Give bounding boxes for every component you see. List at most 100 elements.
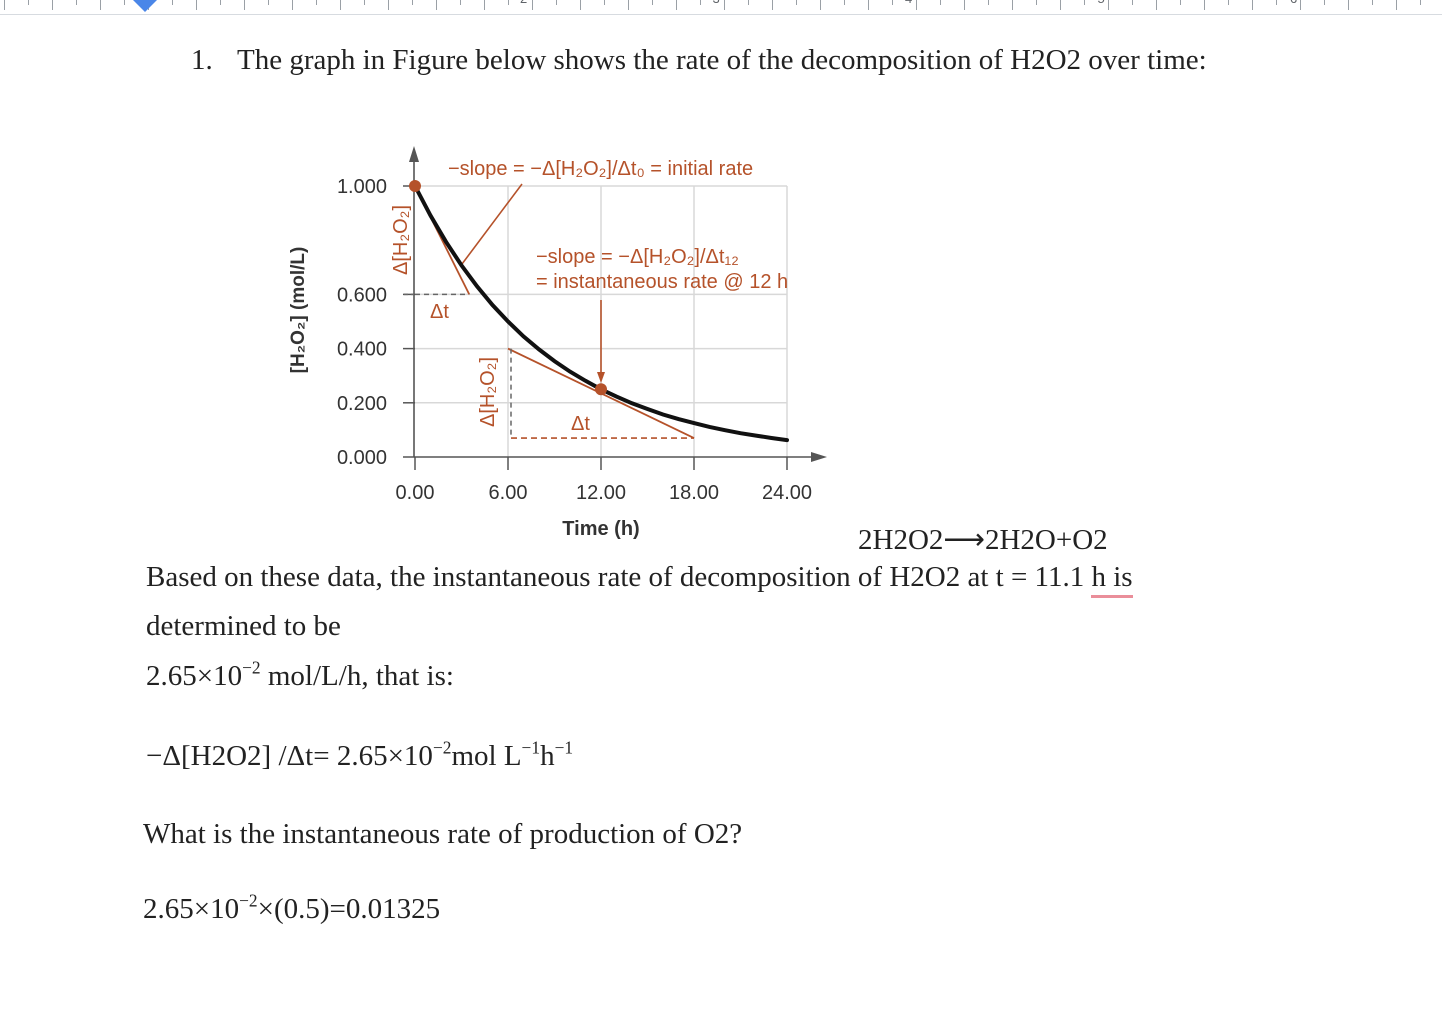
- indent-marker-icon[interactable]: [133, 0, 157, 12]
- ruler-tick: [532, 0, 533, 10]
- answer-base: 2.65×10: [143, 893, 240, 925]
- ruler-tick: [700, 0, 701, 5]
- ruler-tick: [604, 0, 605, 5]
- delta-t0-label: Δt: [430, 301, 449, 323]
- rate-unit: mol/L/h, that is:: [260, 660, 454, 692]
- rate-expr-h: h: [540, 740, 555, 772]
- answer-exponent: −2: [239, 890, 258, 911]
- spellcheck-flagged-text[interactable]: h is: [1091, 561, 1133, 598]
- ruler-tick: [1420, 0, 1421, 5]
- ruler-tick: [820, 0, 821, 10]
- rate-expr-mid: mol L: [451, 740, 522, 772]
- ruler-tick: [628, 0, 629, 10]
- question-text: The graph in Figure below shows the rate…: [237, 44, 1207, 76]
- ruler-tick: [412, 0, 413, 5]
- ruler-tick: [1156, 0, 1157, 10]
- ruler-tick: [1060, 0, 1061, 10]
- ruler-tick: [1204, 0, 1205, 10]
- ruler-tick: [172, 0, 173, 5]
- question-number: 1.: [191, 44, 213, 76]
- ruler-tick: [964, 0, 965, 10]
- question-heading: 1. The graph in Figure below shows the ra…: [191, 44, 1207, 77]
- ruler-tick: [1036, 0, 1037, 5]
- ruler-tick: [196, 0, 197, 10]
- y-tick-label: 0.600: [337, 284, 387, 306]
- ruler-tick: [1108, 0, 1109, 10]
- ruler-tick: [460, 0, 461, 5]
- x-axis-title: Time (h): [562, 518, 639, 540]
- chart-labels: 0.00 6.00 12.00 18.00 24.00 0.000 0.200 0.400 0.…: [288, 158, 812, 540]
- x-tick-label: 6.00: [489, 482, 528, 504]
- instantaneous-slope-annotation: −slope = −Δ[H₂O₂]/Δt₁₂: [536, 246, 739, 268]
- ruler-tick: [556, 0, 557, 5]
- ruler-tick: [580, 0, 581, 10]
- ruler-tick: [652, 0, 653, 5]
- ruler-tick: [268, 0, 269, 5]
- ruler-tick: [364, 0, 365, 5]
- answer-line: 2.65×10−2×(0.5)=0.01325: [143, 890, 441, 926]
- highlight-point: [595, 383, 607, 396]
- paragraph-line-1: Based on these data, the instantaneous r…: [146, 561, 1133, 598]
- ruler-number: 4: [905, 0, 912, 6]
- ruler-tick: [316, 0, 317, 5]
- ruler-tick: [724, 0, 725, 10]
- rate-value: 2.65×10−2 mol/L/h, that is:: [146, 659, 454, 693]
- ruler-tick: [1228, 0, 1229, 5]
- ruler-number: 5: [1098, 0, 1105, 6]
- y-tick-label: 1.000: [337, 176, 387, 198]
- x-tick-label: 24.00: [762, 482, 812, 504]
- ruler-tick: [892, 0, 893, 5]
- y-axis-title: [H₂O₂] (mol/L): [288, 247, 309, 374]
- ruler-tick: [844, 0, 845, 5]
- paragraph-line-2: determined to be: [146, 610, 341, 642]
- ruler-tick: [436, 0, 437, 10]
- ruler-tick: [868, 0, 869, 10]
- ruler-number: 3: [713, 0, 720, 6]
- y-tick-label: 0.400: [337, 339, 387, 361]
- ruler-tick: [1084, 0, 1085, 5]
- equation-arrow: ⟶: [943, 524, 985, 556]
- x-tick-label: 0.00: [396, 482, 435, 504]
- rate-expr-exp3: −1: [554, 737, 574, 758]
- equation-reactant: 2H2O2: [858, 524, 944, 556]
- ruler-tick: [1324, 0, 1325, 5]
- ruler-tick: [772, 0, 773, 10]
- ruler-tick: [1372, 0, 1373, 5]
- ruler-tick: [508, 0, 509, 5]
- ruler-tick: [940, 0, 941, 5]
- ruler-tick: [1012, 0, 1013, 10]
- x-tick-label: 12.00: [576, 482, 626, 504]
- decomposition-chart: 0.00 6.00 12.00 18.00 24.00 0.000 0.200 0.400 0.…: [288, 146, 827, 540]
- question-2: What is the instantaneous rate of produc…: [143, 818, 743, 850]
- ruler-tick: [388, 0, 389, 10]
- chart-axes: [403, 146, 827, 470]
- paragraph-text: Based on these data, the instantaneous r…: [146, 561, 1092, 593]
- ruler-tick: [124, 0, 125, 5]
- instantaneous-rate-annotation: = instantaneous rate @ 12 h: [536, 271, 788, 293]
- leader-arrowhead-icon: [597, 372, 605, 383]
- rate-expr-exp1: −2: [432, 737, 452, 758]
- ruler-tick: [1132, 0, 1133, 5]
- equation-products: 2H2O+O2: [984, 524, 1108, 556]
- ruler-tick: [340, 0, 341, 10]
- chemical-equation: 2H2O2⟶2H2O+O2: [858, 522, 1108, 557]
- delta-conc0-label: Δ[H₂O₂]: [390, 205, 412, 275]
- delta-conc12-label: Δ[H₂O₂]: [477, 357, 499, 427]
- ruler-tick: [484, 0, 485, 10]
- chart-series: [409, 180, 789, 443]
- rate-mantissa: 2.65×10: [146, 660, 243, 692]
- ruler-number: 6: [1290, 0, 1297, 6]
- ruler-tick: [1180, 0, 1181, 5]
- highlight-point: [409, 180, 421, 192]
- ruler-tick: [28, 0, 29, 5]
- document-ruler: 2 3 4 5 6: [0, 0, 1442, 15]
- initial-rate-leader-line: [461, 183, 523, 265]
- ruler-tick: [4, 0, 5, 10]
- ruler-tick: [676, 0, 677, 10]
- delta-t12-label: Δt: [571, 413, 590, 435]
- y-tick-label: 0.000: [337, 447, 387, 469]
- x-axis-arrow-icon: [811, 452, 827, 462]
- ruler-tick: [748, 0, 749, 5]
- rate-expr-exp2: −1: [521, 737, 541, 758]
- answer-rest: ×(0.5)=0.01325: [257, 893, 441, 925]
